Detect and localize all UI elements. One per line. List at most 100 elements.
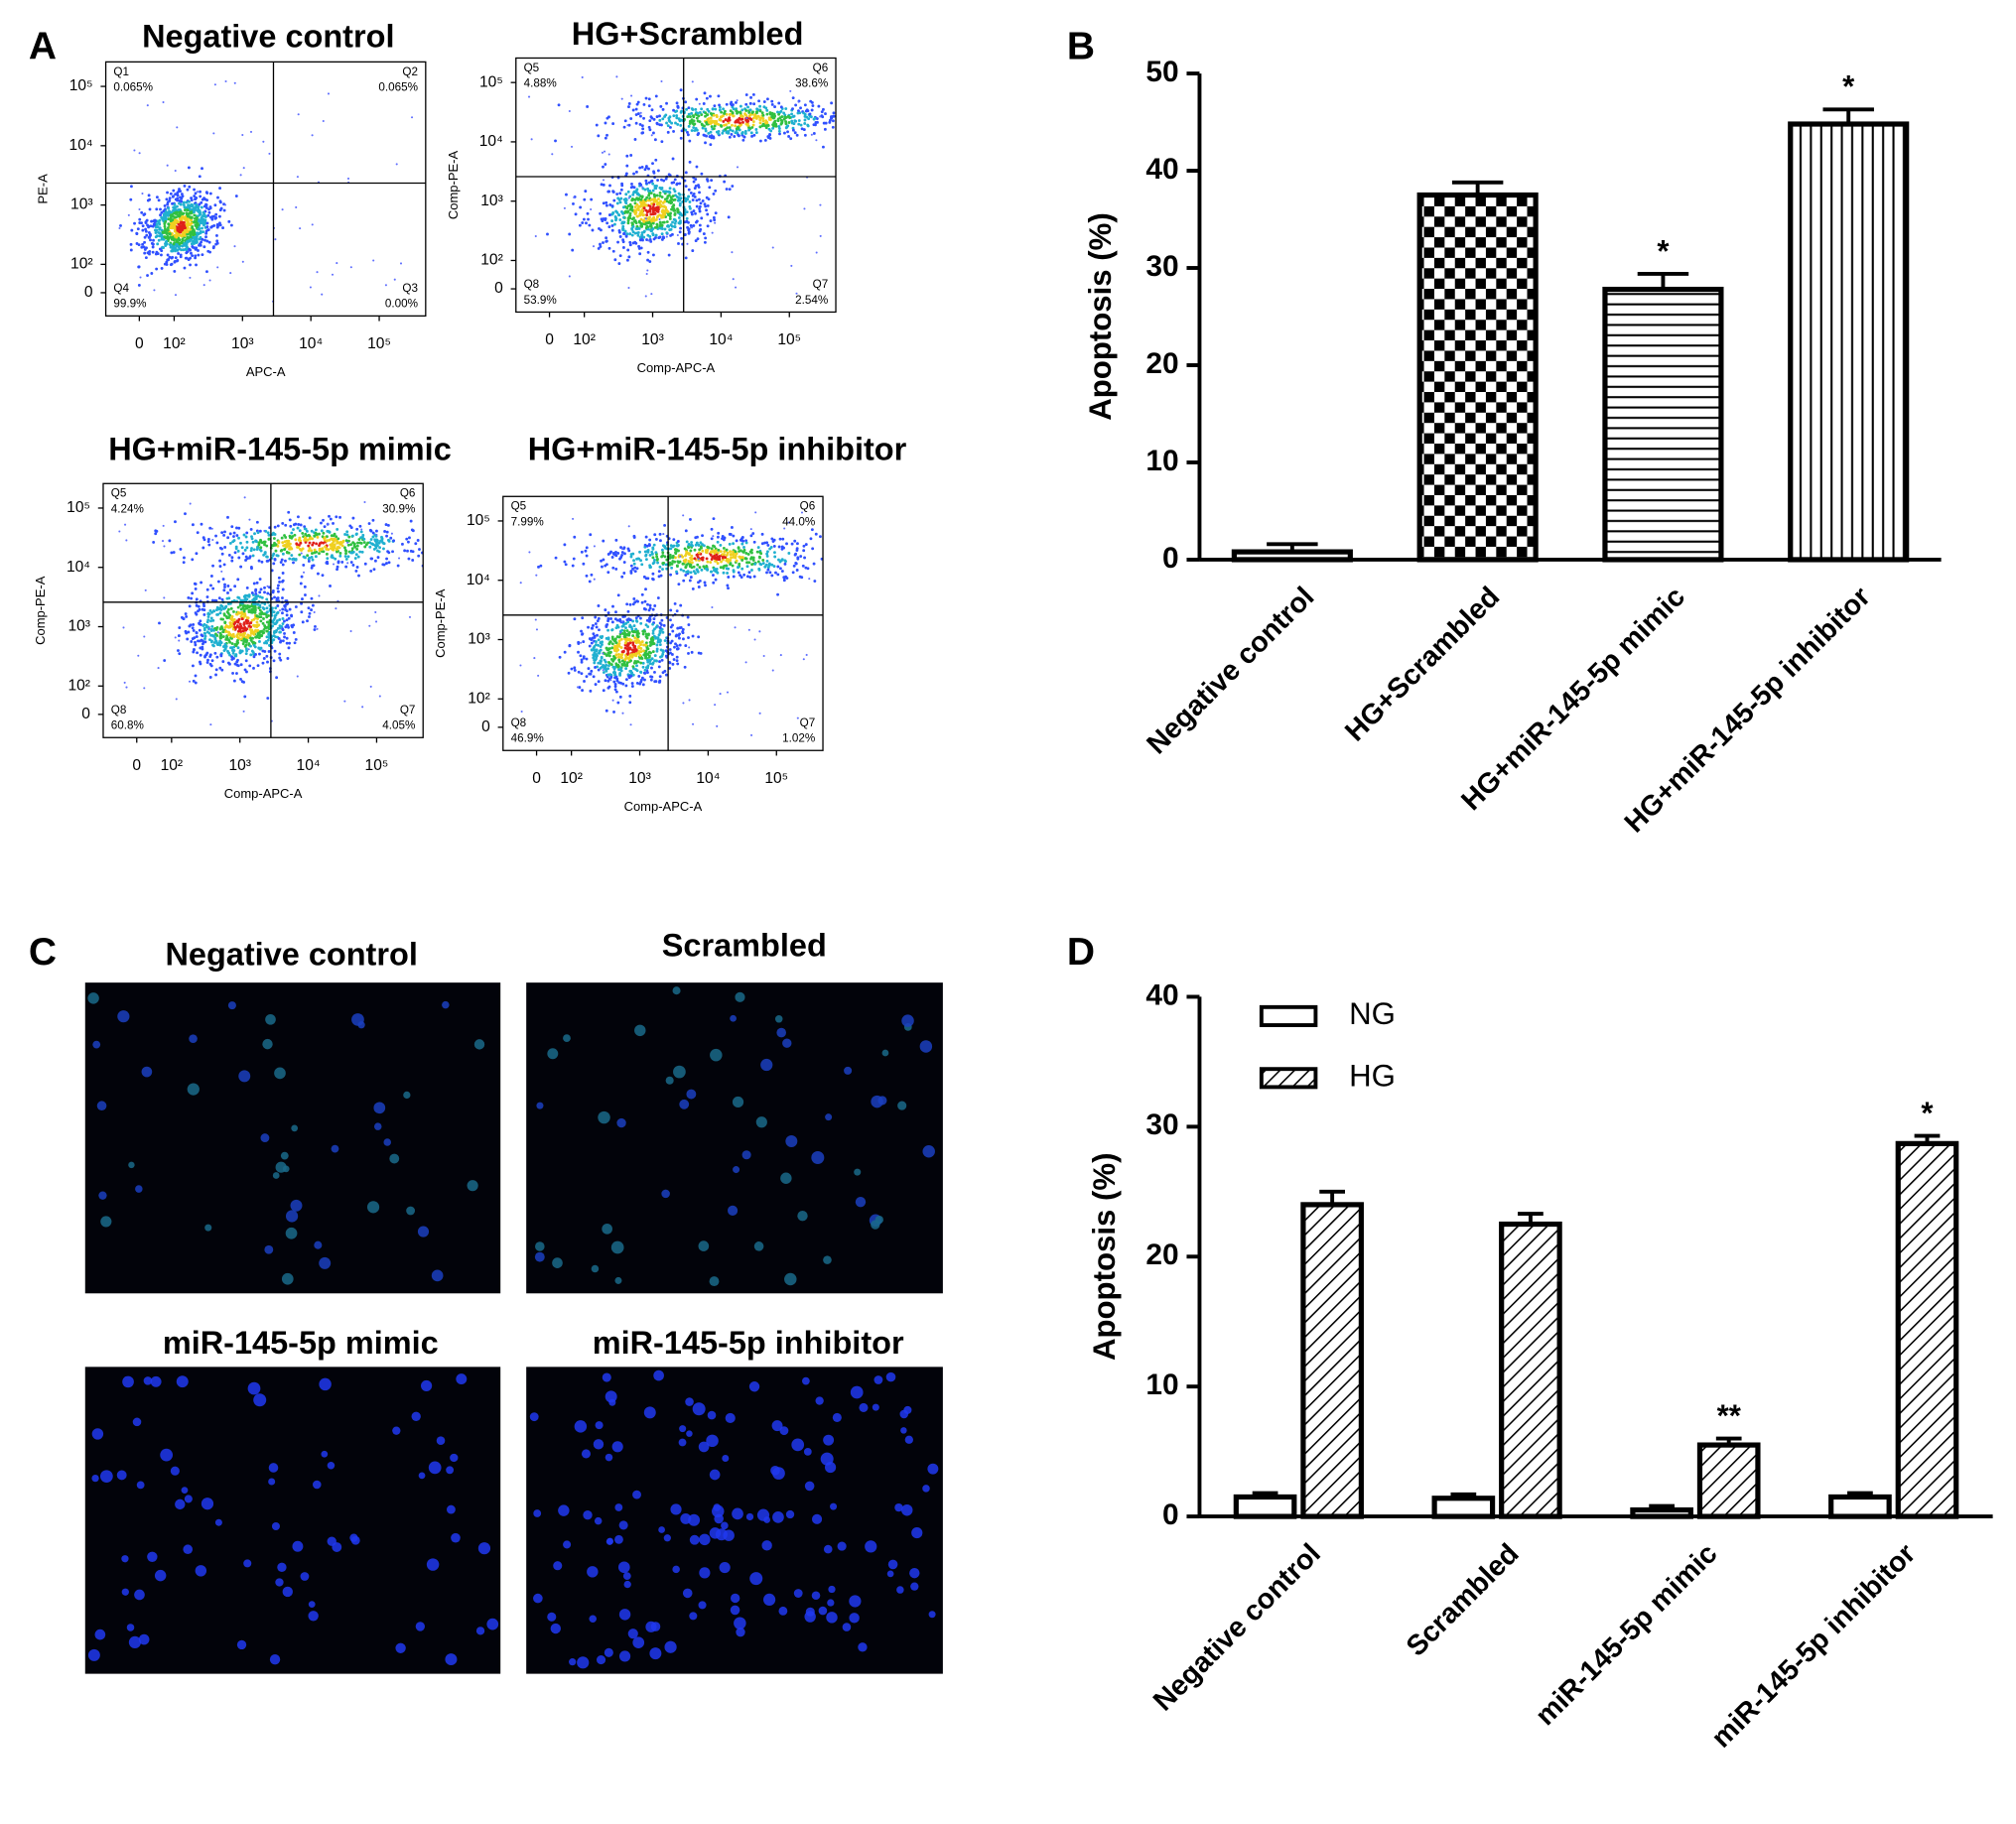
flow-event (173, 211, 176, 215)
flow-event (597, 643, 601, 647)
flow-event (209, 627, 213, 631)
flow-event (175, 215, 178, 219)
flow-event (710, 547, 714, 551)
flow-event (593, 644, 597, 648)
flow-event (666, 224, 669, 228)
flow-event (136, 227, 140, 231)
flow-event (748, 112, 752, 116)
flow-event (686, 225, 690, 229)
flow-event (825, 560, 828, 563)
flow-event (221, 660, 225, 664)
flow-event (286, 545, 289, 549)
flow-event (813, 580, 817, 583)
flow-event (651, 562, 655, 566)
flow-event (281, 208, 284, 211)
flow-event (262, 612, 265, 615)
flow-event (580, 672, 584, 676)
flow-event (668, 648, 672, 651)
flow-event (797, 119, 801, 122)
flow-event (265, 606, 269, 610)
flow-event (205, 595, 209, 598)
flow-event (209, 215, 212, 219)
flow-event (695, 568, 699, 572)
flow-event (568, 109, 571, 113)
flow-event (669, 641, 673, 645)
flow-event (262, 140, 265, 143)
flow-event (239, 541, 242, 545)
flow-event (338, 515, 341, 519)
flow-event (793, 131, 797, 135)
flow-event (281, 607, 285, 611)
flow-event (624, 626, 627, 630)
flow-event (698, 548, 702, 552)
flow-event (599, 666, 603, 670)
x-tick-label: 10³ (231, 335, 254, 352)
flow-event (590, 641, 594, 645)
flow-event (727, 567, 731, 571)
flow-event (227, 596, 231, 600)
flow-event (236, 638, 239, 642)
flow-event (263, 543, 266, 547)
flow-event (384, 284, 387, 287)
flow-event (700, 568, 704, 572)
flow-event (177, 634, 181, 638)
flow-event (734, 124, 738, 128)
y-tick-label: 0 (494, 280, 503, 297)
flow-event (249, 549, 253, 553)
flow-event (230, 559, 234, 563)
flow-event (585, 675, 589, 679)
flow-event (687, 228, 691, 232)
flow-event (332, 534, 336, 538)
flow-event (554, 533, 557, 536)
flow-event (644, 203, 648, 207)
flow-event (596, 633, 599, 637)
flow-event (258, 615, 262, 619)
flow-event (605, 648, 609, 652)
flow-event (648, 603, 652, 607)
flow-event (698, 120, 702, 124)
flow-event (742, 135, 746, 139)
flow-event (314, 624, 317, 628)
flow-event (644, 96, 648, 100)
flow-event (865, 129, 868, 132)
flow-event (662, 212, 666, 216)
flow-event (186, 220, 190, 224)
flow-event (722, 566, 726, 570)
flow-event (208, 653, 212, 657)
flow-event (172, 242, 176, 246)
flow-event (242, 609, 246, 613)
flow-event (716, 535, 720, 539)
flow-event (245, 531, 249, 535)
flow-event (239, 614, 243, 618)
flow-event (666, 190, 670, 194)
flow-event (275, 598, 279, 602)
flow-event (290, 624, 294, 627)
flow-event (349, 551, 353, 555)
flow-event (642, 235, 646, 239)
flow-event (758, 121, 762, 125)
flow-event (611, 566, 615, 570)
flow-event (617, 658, 621, 662)
flow-event (168, 232, 172, 236)
flow-event (157, 238, 161, 242)
flow-event (278, 618, 282, 621)
flow-event (712, 544, 715, 548)
flow-event (803, 556, 807, 560)
flow-event (355, 547, 359, 551)
flow-event (197, 210, 201, 213)
flow-event (218, 666, 222, 670)
panel-label: B (1067, 26, 1095, 68)
flow-event (174, 256, 178, 260)
flow-event (810, 133, 813, 136)
flow-event (602, 241, 605, 244)
flow-event (748, 116, 752, 120)
flow-event (611, 211, 614, 215)
flow-event (614, 554, 618, 558)
flow-event (192, 679, 196, 683)
flow-event (652, 171, 656, 175)
flow-event (793, 119, 797, 123)
flow-event (188, 680, 192, 683)
flow-event (287, 540, 290, 544)
flow-event (249, 644, 252, 648)
